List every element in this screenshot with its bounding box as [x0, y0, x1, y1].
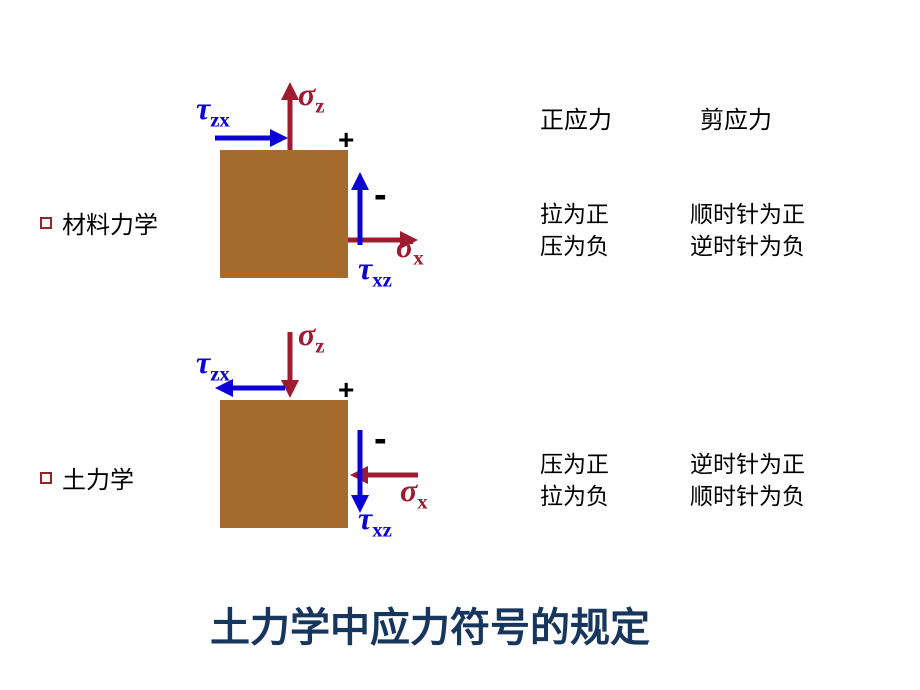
diagram-soil — [220, 400, 420, 570]
s1-normal-neg: 压为负 — [540, 232, 609, 262]
bullet-square-icon — [40, 472, 52, 484]
tau-zx-2: τzx — [196, 344, 230, 386]
diagram-material — [220, 150, 420, 320]
s2-shear-neg: 顺时针为负 — [690, 482, 805, 512]
sigma-z-1: σz — [298, 76, 324, 118]
sigma-x-1: σx — [396, 228, 424, 270]
label-material-mechanics: 材料力学 — [62, 205, 158, 240]
s2-normal-pos: 压为正 — [540, 450, 609, 480]
sigma-x-2: σx — [400, 472, 428, 514]
s1-shear-pos: 顺时针为正 — [690, 200, 805, 230]
s1-normal-pos: 拉为正 — [540, 200, 609, 230]
plus-1: + — [338, 124, 354, 156]
tau-xz-2: τxz — [358, 500, 392, 542]
bullet-square-icon — [40, 217, 52, 229]
s2-normal-neg: 拉为负 — [540, 482, 609, 512]
slide-canvas: { "colors": { "brown": "#a56b2d", "dark_… — [0, 0, 920, 690]
s1-shear-neg: 逆时针为负 — [690, 232, 805, 262]
tau-xz-1: τxz — [358, 250, 392, 292]
header-shear-stress: 剪应力 — [700, 100, 772, 135]
slide-title: 土力学中应力符号的规定 — [210, 595, 650, 653]
sigma-z-2: σz — [298, 316, 324, 358]
bullet-material-mechanics: 材料力学 — [40, 205, 158, 240]
s2-shear-pos: 逆时针为正 — [690, 450, 805, 480]
minus-2: - — [374, 418, 387, 461]
bullet-soil-mechanics: 土力学 — [40, 460, 134, 495]
label-soil-mechanics: 土力学 — [62, 460, 134, 495]
tau-zx-1: τzx — [196, 90, 230, 132]
minus-1: - — [374, 174, 387, 217]
plus-2: + — [338, 374, 354, 406]
header-normal-stress: 正应力 — [540, 100, 612, 135]
